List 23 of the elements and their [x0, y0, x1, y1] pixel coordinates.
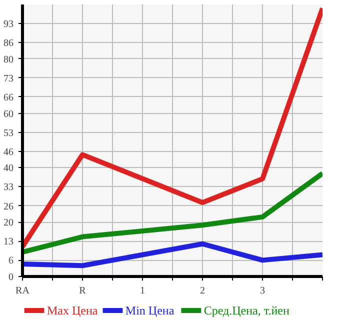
- x-tick-label: 2: [200, 286, 205, 296]
- y-tick-label: 6: [8, 256, 14, 267]
- y-tick-label: 20: [4, 218, 14, 229]
- legend-label: Min Цена: [125, 304, 175, 318]
- y-tick-label: 13: [4, 236, 14, 248]
- y-tick-label: 66: [4, 92, 14, 104]
- legend-label: Max Цена: [46, 304, 98, 318]
- x-tick-label: 1: [140, 286, 145, 296]
- y-tick-label: 86: [4, 38, 14, 50]
- y-tick-label: 33: [4, 182, 14, 194]
- x-tick-label: 3: [260, 286, 265, 296]
- y-tick-label: 40: [4, 163, 14, 174]
- y-tick-label: 46: [4, 146, 14, 158]
- x-tick-label: R: [79, 286, 86, 296]
- y-tick-label: 0: [8, 272, 14, 283]
- x-tick-label: RA: [16, 286, 30, 296]
- y-tick-label: 80: [4, 54, 14, 66]
- legend-label: Сред.Цена, т.йен: [204, 304, 290, 318]
- y-tick-label: 73: [4, 73, 14, 84]
- y-tick-label: 60: [4, 108, 14, 120]
- y-tick-label: 53: [4, 128, 14, 139]
- y-tick-label: 93: [4, 19, 14, 30]
- y-tick-label: 26: [4, 201, 14, 212]
